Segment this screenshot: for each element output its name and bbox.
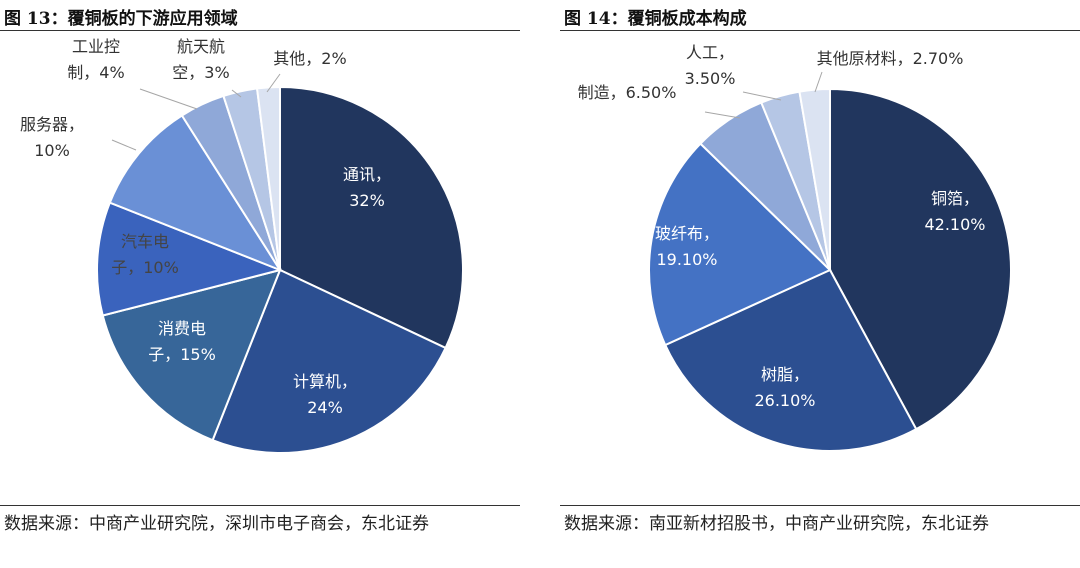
leader-line bbox=[231, 89, 242, 98]
pie-slice bbox=[101, 268, 282, 442]
source-rule bbox=[0, 505, 520, 506]
figure-14-panel: 图 14：覆铜板成本构成 铜箔， 42.10% 树脂， 26.10% 玻纤布， 19.10… bbox=[560, 0, 1080, 568]
data-label: 航天航空，3% bbox=[172, 37, 229, 82]
pie-slice bbox=[96, 201, 284, 317]
pie-chart-downstream: 通讯， 32% 计算机， 24% 消费电子，15% 汽车电子，10% 服务器， 10% 工业控制… bbox=[20, 37, 464, 454]
pie-slice bbox=[663, 268, 918, 452]
pie-slice bbox=[108, 114, 283, 273]
pie-slice bbox=[648, 142, 832, 347]
data-label: 服务器， 10% bbox=[20, 115, 84, 160]
data-label: 制造，6.50% bbox=[578, 83, 677, 102]
title-rule bbox=[0, 30, 520, 31]
source-rule bbox=[560, 505, 1080, 506]
pie-slice bbox=[829, 87, 1012, 431]
leader-line bbox=[814, 71, 823, 93]
data-label: 通讯， 32% bbox=[343, 165, 391, 210]
leader-line bbox=[742, 91, 782, 101]
pie-slice bbox=[211, 268, 447, 454]
figure-13-title: 图 13：覆铜板的下游应用领域 bbox=[4, 9, 238, 29]
pie-slice bbox=[255, 85, 281, 271]
pie-chart-cost-structure: 铜箔， 42.10% 树脂， 26.10% 玻纤布， 19.10% 制造，6.50% 人工， 3… bbox=[578, 43, 1012, 452]
figure-13-panel: 图 13：覆铜板的下游应用领域 通讯， 32% 计算机， 24% 消费电子，15% 汽车电… bbox=[0, 0, 520, 568]
pie-slice bbox=[279, 85, 464, 350]
data-label: 树脂， 26.10% bbox=[754, 365, 815, 410]
leader-line bbox=[111, 139, 137, 151]
data-label: 其他，2% bbox=[273, 49, 346, 68]
data-label: 铜箔， 42.10% bbox=[924, 189, 985, 234]
data-label: 玻纤布， 19.10% bbox=[655, 224, 719, 269]
data-label: 计算机， 24% bbox=[293, 372, 357, 417]
data-label: 消费电子，15% bbox=[148, 319, 216, 364]
leader-line bbox=[704, 111, 741, 119]
pie-slice bbox=[798, 87, 831, 271]
data-label: 工业控制，4% bbox=[67, 37, 124, 82]
data-label: 其他原材料，2.70% bbox=[817, 49, 964, 68]
data-label: 汽车电子，10% bbox=[111, 232, 179, 277]
leader-line bbox=[266, 73, 281, 93]
figure-14-title: 图 14：覆铜板成本构成 bbox=[564, 9, 747, 29]
figure-14-source: 数据来源：南亚新材招股书，中商产业研究院，东北证券 bbox=[564, 514, 989, 534]
leader-line bbox=[139, 88, 198, 110]
figure-13-source: 数据来源：中商产业研究院，深圳市电子商会，东北证券 bbox=[4, 514, 429, 534]
data-label: 人工， 3.50% bbox=[685, 43, 736, 88]
title-rule bbox=[560, 30, 1080, 31]
